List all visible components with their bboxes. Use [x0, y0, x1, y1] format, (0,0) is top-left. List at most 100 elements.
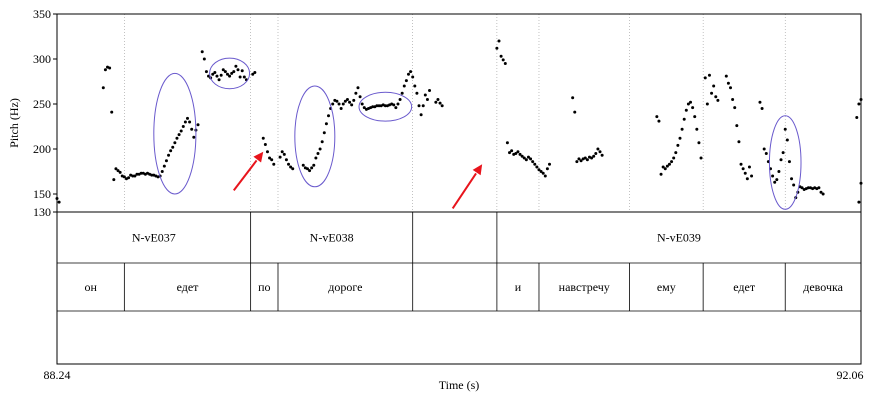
pitch-point: [202, 57, 206, 61]
pitch-point: [232, 70, 236, 74]
pitch-point: [377, 104, 381, 108]
pitch-point: [762, 147, 766, 151]
pitch-point: [221, 68, 225, 72]
pitch-point: [726, 81, 730, 85]
pitch-point: [417, 104, 421, 108]
pitch-point: [817, 186, 821, 190]
pitch-point: [335, 99, 339, 103]
pitch-point: [289, 165, 293, 169]
pitch-point: [133, 174, 137, 178]
pitch-point: [787, 160, 791, 164]
pitch-point: [122, 175, 126, 179]
pitch-point: [131, 174, 135, 178]
pitch-point: [710, 91, 714, 95]
pitch-point: [821, 192, 825, 196]
interval-boundary-gridlines: [124, 14, 786, 212]
pitch-point: [360, 102, 364, 106]
pitch-point: [301, 163, 305, 167]
pitch-point: [434, 100, 438, 104]
pitch-point: [533, 162, 537, 166]
pitch-point: [272, 162, 276, 166]
pitch-point: [670, 160, 674, 164]
interval-label: он: [84, 280, 97, 294]
highlight-ellipse: [153, 72, 197, 195]
pitch-point: [524, 158, 528, 162]
pitch-point: [545, 167, 549, 171]
pitch-point: [655, 115, 659, 119]
interval-label: едет: [177, 280, 200, 294]
pitch-point: [790, 177, 794, 181]
pitch-point: [127, 176, 131, 180]
pitch-point: [539, 170, 543, 173]
pitch-point: [699, 156, 703, 160]
pitch-point: [396, 102, 400, 106]
pitch-point: [190, 127, 194, 131]
pitch-point: [419, 113, 423, 117]
pitch-point: [425, 98, 429, 101]
pitch-point: [676, 143, 680, 147]
y-tick-label: 350: [33, 7, 51, 21]
pitch-point: [331, 102, 335, 106]
pitch-point: [175, 136, 179, 140]
pitch-point: [200, 50, 204, 54]
pitch-point: [771, 174, 775, 178]
pitch-point: [529, 157, 533, 161]
pitch-point: [686, 102, 690, 106]
pitch-point: [394, 106, 398, 110]
pitch-point: [775, 178, 779, 182]
annotation-arrows: [233, 151, 483, 209]
interval-label: девочка: [803, 280, 843, 294]
pitch-point: [739, 162, 743, 166]
pitch-point: [413, 84, 417, 88]
pitch-point: [406, 72, 410, 76]
pitch-point: [352, 98, 356, 102]
pitch-point: [251, 72, 255, 76]
pitch-point: [114, 167, 118, 171]
pitch-point: [261, 136, 265, 140]
pitch-point: [594, 152, 598, 155]
pitch-point: [548, 162, 552, 166]
highlight-ellipses: [153, 57, 802, 210]
pitch-point: [503, 62, 507, 65]
pitch-point: [150, 173, 154, 177]
pitch-point: [327, 114, 331, 118]
pitch-point: [663, 167, 667, 171]
interval-label: N-vE037: [132, 231, 176, 245]
pitch-point: [57, 200, 61, 204]
y-tick-label: 250: [33, 97, 51, 111]
pitch-point: [691, 106, 695, 110]
pitch-point: [322, 131, 326, 135]
pitch-point: [282, 152, 286, 156]
pitch-point: [219, 73, 223, 77]
pitch-point: [577, 157, 581, 161]
pitch-point: [684, 108, 688, 112]
pitch-point: [404, 79, 408, 83]
pitch-point: [697, 141, 701, 145]
pitch-point: [735, 124, 739, 128]
pitch-point: [185, 116, 189, 120]
pitch-point: [240, 69, 244, 73]
pitch-point: [263, 143, 267, 146]
arrow-head: [472, 164, 483, 176]
pitch-point: [343, 99, 347, 103]
pitch-point: [162, 164, 166, 168]
pitch-point: [747, 165, 751, 169]
pitch-point: [345, 98, 349, 101]
pitch-point: [108, 66, 112, 70]
pitch-point: [160, 170, 164, 173]
pitch-point: [438, 101, 442, 105]
pitch-point: [308, 169, 312, 173]
interval-label: навстречу: [559, 280, 610, 294]
pitch-point: [339, 107, 343, 110]
pitch-point: [689, 100, 693, 104]
pitch-point: [268, 156, 272, 160]
interval-label: и: [515, 280, 522, 294]
pitch-point: [398, 98, 402, 101]
pitch-point: [265, 150, 269, 154]
pitch-point: [585, 158, 589, 162]
pitch-point: [192, 135, 196, 139]
pitch-point: [724, 74, 728, 78]
pitch-point: [495, 46, 499, 50]
pitch-point: [348, 100, 352, 104]
pitch-point: [575, 160, 579, 164]
